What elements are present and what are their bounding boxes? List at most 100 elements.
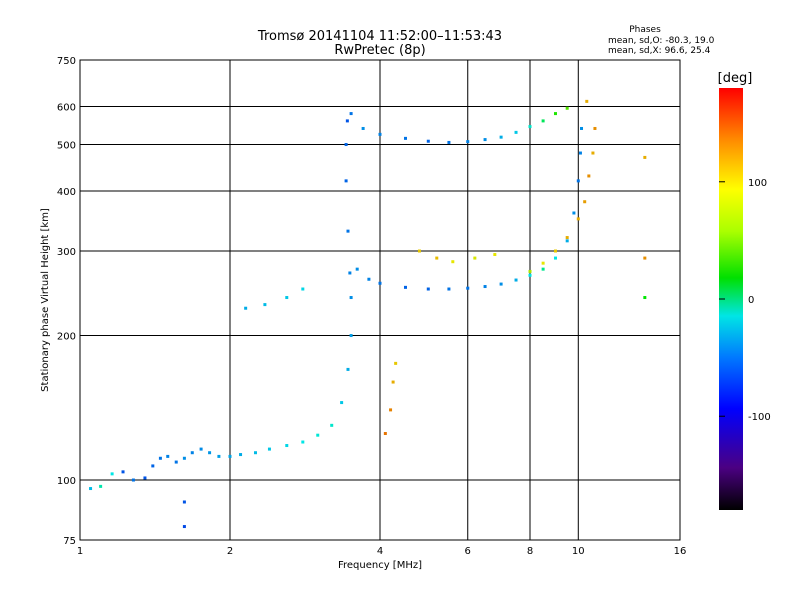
colorbar-tick-label: 100 bbox=[748, 178, 767, 189]
data-point bbox=[228, 454, 232, 458]
data-point bbox=[301, 440, 305, 444]
data-point bbox=[426, 139, 430, 143]
data-point bbox=[355, 267, 359, 271]
data-point bbox=[345, 119, 349, 123]
x-tick-label: 8 bbox=[527, 546, 533, 557]
data-point bbox=[394, 361, 398, 365]
data-point bbox=[576, 217, 580, 221]
data-point bbox=[389, 408, 393, 412]
data-point bbox=[285, 444, 289, 448]
data-point bbox=[466, 286, 470, 290]
data-point bbox=[378, 281, 382, 285]
phases-x-line: mean, sd,X: 96.6, 25.4 bbox=[608, 46, 711, 56]
y-tick-label: 75 bbox=[63, 536, 76, 547]
data-point bbox=[391, 380, 395, 384]
data-point bbox=[143, 476, 147, 480]
data-point bbox=[361, 126, 365, 130]
phase-colorbar: [deg] 100 0 -100 bbox=[718, 71, 771, 510]
data-point bbox=[514, 278, 518, 282]
data-point bbox=[285, 296, 289, 300]
data-point bbox=[493, 253, 497, 257]
x-tick-label: 10 bbox=[572, 546, 585, 557]
data-point bbox=[89, 487, 93, 491]
data-point bbox=[643, 155, 647, 159]
phases-header: Phases bbox=[629, 25, 661, 35]
data-point bbox=[451, 260, 455, 264]
data-point bbox=[348, 271, 352, 275]
data-point bbox=[528, 125, 532, 129]
data-point bbox=[182, 500, 186, 504]
data-point bbox=[553, 256, 557, 260]
data-point bbox=[565, 236, 569, 240]
data-point bbox=[349, 296, 353, 300]
data-point bbox=[565, 106, 569, 110]
data-point bbox=[316, 433, 320, 437]
data-point bbox=[349, 112, 353, 116]
data-point bbox=[483, 285, 487, 289]
x-tick-label: 1 bbox=[77, 546, 83, 557]
data-point bbox=[466, 140, 470, 144]
y-tick-label: 500 bbox=[57, 141, 76, 152]
y-tick-label: 100 bbox=[57, 476, 76, 487]
data-point bbox=[131, 478, 135, 482]
data-point bbox=[182, 525, 186, 529]
y-tick-label: 200 bbox=[57, 332, 76, 343]
y-axis-label: Stationary phase Virtual Height [km] bbox=[40, 208, 51, 392]
data-point bbox=[190, 451, 194, 455]
colorbar-tick-label: 0 bbox=[748, 295, 754, 306]
y-tick-label: 750 bbox=[57, 56, 76, 67]
data-point bbox=[514, 130, 518, 134]
data-point bbox=[473, 256, 477, 260]
data-point bbox=[585, 99, 589, 103]
data-point bbox=[447, 140, 451, 144]
data-point bbox=[499, 135, 503, 139]
data-point bbox=[301, 287, 305, 291]
data-point bbox=[426, 287, 430, 291]
data-point bbox=[340, 401, 344, 405]
data-point bbox=[553, 249, 557, 253]
data-point bbox=[151, 464, 155, 468]
data-point bbox=[344, 143, 348, 147]
data-point bbox=[541, 267, 545, 271]
data-point bbox=[244, 306, 248, 310]
data-point bbox=[403, 285, 407, 289]
data-point bbox=[346, 229, 350, 233]
y-tick-label: 600 bbox=[57, 103, 76, 114]
phases-info-box: Phases mean, sd,O: -80.3, 19.0 mean, sd,… bbox=[608, 25, 715, 56]
x-axis-label: Frequency [MHz] bbox=[338, 560, 422, 571]
data-point bbox=[587, 174, 591, 178]
data-point bbox=[166, 454, 170, 458]
data-point bbox=[99, 484, 103, 488]
x-tick-label: 16 bbox=[674, 546, 687, 557]
data-point bbox=[528, 269, 532, 273]
data-point bbox=[378, 132, 382, 136]
y-tick-label: 300 bbox=[57, 247, 76, 258]
data-point bbox=[253, 451, 257, 455]
chart-title: Tromsø 20141104 11:52:00–11:53:43 bbox=[257, 29, 502, 44]
data-point bbox=[110, 472, 114, 476]
data-point bbox=[121, 470, 125, 474]
data-point bbox=[499, 282, 503, 286]
x-axis-ticks: 1 2 4 6 8 10 16 bbox=[77, 546, 687, 557]
data-point bbox=[174, 460, 178, 464]
data-point bbox=[217, 454, 221, 458]
data-point bbox=[528, 273, 532, 277]
data-point bbox=[263, 303, 267, 307]
data-point bbox=[572, 211, 576, 215]
data-point bbox=[267, 447, 271, 451]
data-point bbox=[344, 179, 348, 183]
colorbar-tick-label: -100 bbox=[748, 412, 771, 423]
chart-subtitle: RwPretec (8p) bbox=[334, 43, 425, 58]
data-point bbox=[403, 136, 407, 140]
data-point bbox=[565, 239, 569, 243]
x-tick-label: 2 bbox=[227, 546, 233, 557]
data-point bbox=[435, 256, 439, 260]
phases-o-line: mean, sd,O: -80.3, 19.0 bbox=[608, 36, 715, 46]
data-point bbox=[199, 447, 203, 451]
y-axis-ticks: 75 100 200 300 400 500 600 750 bbox=[57, 56, 76, 547]
data-point bbox=[383, 432, 387, 436]
grid bbox=[80, 60, 680, 540]
data-point bbox=[208, 451, 212, 455]
data-point bbox=[349, 334, 353, 338]
data-point bbox=[643, 296, 647, 300]
